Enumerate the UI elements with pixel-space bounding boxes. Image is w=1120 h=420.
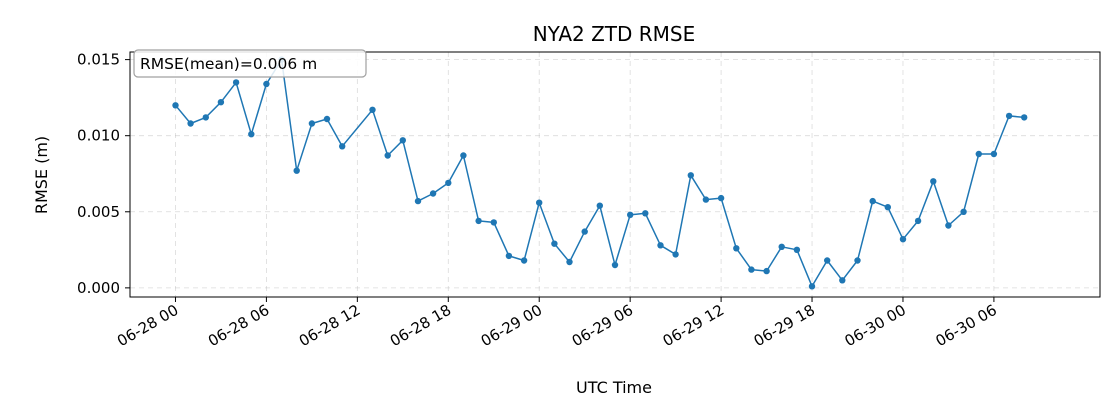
data-point bbox=[611, 261, 619, 269]
data-point bbox=[975, 150, 982, 158]
data-point bbox=[429, 190, 437, 197]
y-tick-label: 0.005 bbox=[77, 203, 120, 221]
y-axis-label: RMSE (m) bbox=[32, 136, 51, 214]
data-point bbox=[702, 196, 710, 203]
data-point bbox=[824, 257, 831, 264]
data-point bbox=[551, 240, 558, 247]
data-point bbox=[884, 204, 891, 211]
data-point bbox=[687, 172, 694, 179]
data-point bbox=[672, 251, 679, 258]
data-point bbox=[520, 257, 528, 264]
data-point bbox=[733, 245, 740, 252]
grid-lines bbox=[130, 52, 1100, 297]
data-point bbox=[399, 137, 406, 144]
data-point bbox=[490, 219, 497, 226]
data-point bbox=[414, 197, 422, 205]
chart-title: NYA2 ZTD RMSE bbox=[533, 22, 696, 46]
data-point bbox=[581, 228, 588, 235]
data-point bbox=[263, 80, 270, 88]
data-point bbox=[627, 211, 634, 218]
series-layer bbox=[172, 56, 1028, 290]
data-point bbox=[202, 114, 209, 121]
data-point bbox=[778, 243, 785, 250]
data-point bbox=[869, 197, 876, 205]
data-point bbox=[854, 257, 861, 264]
data-point bbox=[717, 194, 725, 202]
data-point bbox=[323, 115, 331, 123]
data-point bbox=[596, 202, 603, 209]
data-point bbox=[445, 179, 452, 187]
y-tick-label: 0.000 bbox=[77, 279, 120, 297]
data-point bbox=[384, 152, 391, 159]
data-point bbox=[1020, 114, 1028, 121]
data-point bbox=[369, 106, 376, 114]
y-tick-label: 0.015 bbox=[77, 51, 120, 69]
annotation-box bbox=[133, 49, 367, 78]
data-point bbox=[642, 210, 649, 217]
data-point bbox=[308, 120, 316, 127]
data-point bbox=[172, 102, 179, 109]
data-point bbox=[475, 217, 482, 225]
data-point bbox=[232, 79, 240, 86]
data-point bbox=[793, 246, 801, 253]
y-tick-label: 0.010 bbox=[77, 127, 120, 145]
data-point bbox=[748, 266, 755, 273]
x-axis-label: UTC Time bbox=[576, 378, 652, 397]
data-point bbox=[914, 217, 922, 225]
data-point bbox=[1005, 112, 1013, 120]
annotation-text: RMSE(mean)=0.006 m bbox=[140, 55, 317, 73]
data-point bbox=[839, 277, 846, 284]
data-point bbox=[217, 99, 225, 106]
data-point bbox=[293, 167, 300, 174]
axes-frame bbox=[129, 51, 1101, 298]
data-point bbox=[808, 283, 816, 290]
data-point bbox=[536, 199, 543, 206]
data-point bbox=[460, 152, 467, 159]
data-point bbox=[990, 150, 998, 158]
data-point bbox=[339, 143, 346, 150]
data-point bbox=[763, 267, 770, 275]
data-point bbox=[566, 258, 573, 266]
data-point bbox=[960, 208, 967, 215]
data-point bbox=[505, 252, 513, 260]
data-point bbox=[248, 131, 255, 138]
data-point bbox=[930, 178, 937, 185]
data-point bbox=[945, 222, 952, 229]
data-point bbox=[899, 236, 907, 243]
mean-rmse-annotation: RMSE(mean)=0.006 m bbox=[133, 49, 367, 78]
data-point bbox=[657, 242, 664, 249]
data-point bbox=[187, 120, 194, 127]
